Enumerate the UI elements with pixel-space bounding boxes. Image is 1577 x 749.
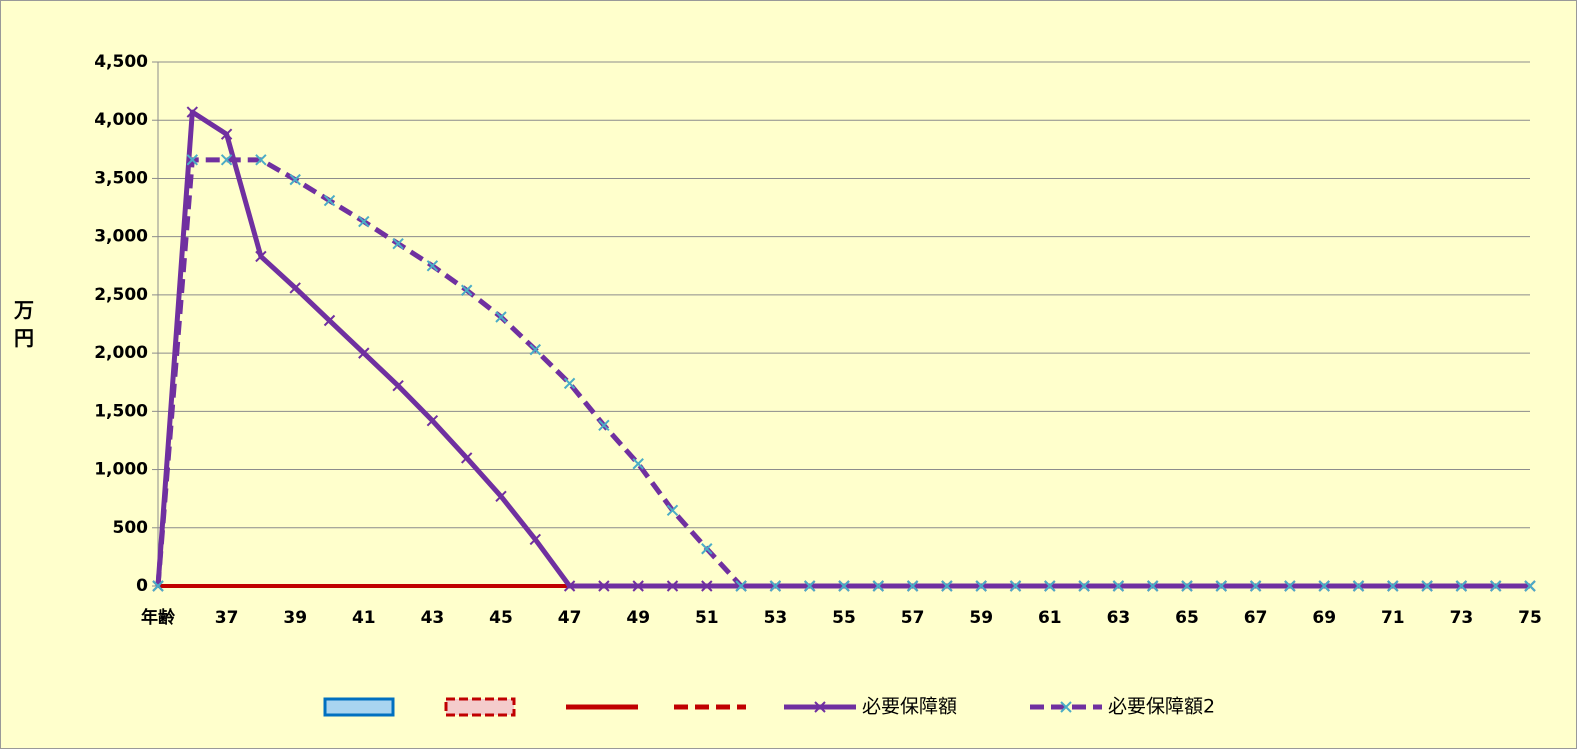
marker: [563, 580, 576, 592]
marker: [632, 580, 644, 592]
x-tick-label: 51: [695, 608, 719, 628]
marker: [838, 580, 850, 592]
x-tick-label: 59: [969, 608, 993, 628]
marker: [666, 504, 679, 517]
legend: 必要保障額 必要保障額2: [323, 696, 1215, 718]
marker: [220, 128, 233, 140]
marker: [426, 260, 439, 272]
marker: [1318, 580, 1330, 592]
marker: [906, 580, 919, 592]
marker: [529, 343, 542, 356]
marker: [1455, 580, 1468, 592]
marker: [255, 250, 267, 263]
marker: [941, 580, 953, 592]
x-tick-label: 39: [283, 608, 307, 628]
marker: [358, 347, 370, 359]
x-tick-label: 53: [764, 608, 788, 628]
x-tick-label: 55: [832, 608, 856, 628]
x-tick-label: 65: [1175, 608, 1199, 628]
marker: [1249, 580, 1262, 592]
x-tick-label: 43: [421, 608, 445, 628]
marker: [392, 380, 404, 392]
marker: [598, 580, 610, 592]
marker: [1146, 580, 1159, 592]
marker: [152, 580, 164, 592]
marker: [1181, 580, 1193, 592]
marker: [1284, 580, 1296, 592]
marker: [632, 458, 644, 470]
marker: [323, 194, 336, 207]
x-tick-label: 37: [215, 608, 239, 628]
legend-label: 必要保障額2: [1108, 696, 1215, 718]
marker: [1524, 580, 1536, 592]
marker: [803, 580, 816, 592]
marker: [323, 314, 336, 327]
legend-marker: [814, 701, 826, 713]
y-tick-label: 1,000: [94, 460, 148, 480]
legend-swatch: [444, 697, 516, 717]
marker: [1009, 580, 1022, 592]
marker: [701, 580, 713, 592]
legend-swatch: [323, 697, 395, 717]
y-tick-label: 3,000: [94, 227, 148, 247]
marker: [666, 580, 679, 592]
x-tick-label: 年齢: [141, 607, 176, 628]
marker: [872, 580, 885, 592]
marker: [1387, 580, 1399, 592]
marker: [529, 533, 542, 546]
marker: [1112, 580, 1125, 592]
marker: [1215, 580, 1228, 592]
marker: [289, 173, 301, 186]
plot: 0 500 1,000 1,500 2,000 2,500 3,000 3,500 4,000 4…: [94, 52, 1542, 628]
x-tick-label: 41: [352, 608, 376, 628]
marker: [598, 419, 610, 432]
x-tick-label: 63: [1107, 608, 1131, 628]
y-tick-label: 0: [136, 576, 148, 596]
y-tick-label: 2,000: [94, 343, 148, 363]
x-tick-label: 71: [1381, 608, 1405, 628]
marker: [735, 580, 747, 592]
x-tick-label: 45: [489, 608, 513, 628]
x-tick-label: 49: [626, 608, 650, 628]
marker: [769, 580, 782, 592]
marker: [220, 154, 233, 166]
x-tick-label: 47: [558, 608, 582, 628]
legend-label: 必要保障額: [862, 696, 957, 718]
y-tick-label: 4,500: [94, 52, 148, 72]
marker: [1421, 580, 1433, 592]
marker: [460, 284, 473, 296]
x-tick-label: 69: [1312, 608, 1336, 628]
marker: [426, 414, 439, 427]
y-axis-label-1: 万円: [13, 298, 34, 350]
x-tick-label: 73: [1450, 608, 1474, 628]
y-tick-label: 1,500: [94, 401, 148, 421]
x-tick-label: 67: [1244, 608, 1268, 628]
marker: [1352, 580, 1365, 592]
x-tick-label: 61: [1038, 608, 1062, 628]
marker: [289, 282, 301, 294]
y-tick-label: 3,500: [94, 168, 148, 188]
marker: [460, 452, 473, 464]
marker: [495, 311, 507, 323]
marker: [186, 106, 199, 118]
marker: [701, 543, 713, 555]
marker: [392, 237, 404, 250]
y-tick-label: 2,500: [94, 285, 148, 305]
legend-marker: [1060, 701, 1072, 713]
marker: [358, 215, 370, 228]
x-tick-label: 75: [1518, 608, 1542, 628]
y-tick-label: 4,000: [94, 110, 148, 130]
y-tick-label: 500: [113, 518, 149, 538]
marker: [975, 580, 987, 592]
marker: [186, 154, 199, 166]
marker: [1489, 580, 1502, 592]
marker: [255, 154, 267, 166]
marker: [495, 490, 507, 503]
x-tick-label: 57: [901, 608, 925, 628]
marker: [1078, 580, 1090, 592]
marker: [1044, 580, 1056, 592]
marker: [563, 377, 576, 390]
